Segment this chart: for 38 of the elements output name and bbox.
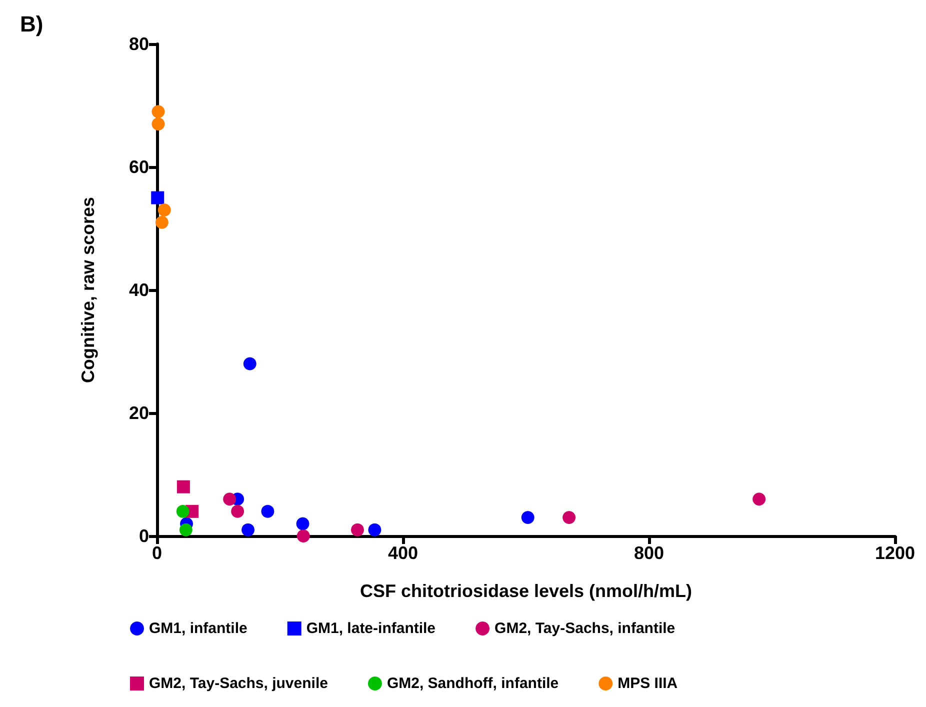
x-tick-label: 400	[388, 543, 418, 563]
x-tick-label: 800	[634, 543, 664, 563]
x-tick-label: 1200	[874, 543, 916, 563]
y-axis-title: Cognitive, raw scores	[78, 196, 98, 384]
point	[296, 530, 310, 542]
legend-label: MPS IIIA	[618, 675, 678, 692]
y-tick-label: 40	[128, 280, 149, 300]
y-tick-label: 20	[128, 403, 149, 423]
point	[521, 511, 534, 524]
y-tick-label: 0	[138, 526, 149, 546]
legend-label: GM1, late-infantile	[306, 620, 436, 637]
x-axis-title: CSF chitotriosidase levels (nmol/h/mL)	[360, 581, 692, 601]
point	[179, 523, 192, 536]
legend-label: GM2, Tay-Sachs, infantile	[494, 620, 676, 637]
point	[562, 511, 576, 524]
point	[351, 523, 364, 536]
point	[155, 216, 168, 229]
point	[261, 504, 274, 518]
point	[158, 204, 171, 217]
point	[752, 492, 766, 506]
point	[368, 523, 382, 536]
legend-label: GM2, Sandhoff, infantile	[386, 675, 559, 692]
point	[296, 517, 310, 530]
legend-label: GM2, Tay-Sachs, juvenile	[149, 675, 328, 692]
point	[152, 105, 165, 118]
point	[242, 523, 255, 536]
point	[231, 504, 244, 518]
point	[151, 191, 164, 204]
point	[152, 117, 165, 130]
chart-title: B)	[20, 12, 44, 36]
y-tick-label: 60	[128, 157, 149, 177]
point	[176, 480, 190, 494]
x-tick-label: 0	[152, 543, 162, 563]
point	[223, 492, 236, 506]
y-tick-label: 80	[128, 34, 149, 54]
legend-label: GM1, infantile	[149, 620, 248, 637]
point	[176, 504, 190, 518]
point	[243, 357, 256, 370]
